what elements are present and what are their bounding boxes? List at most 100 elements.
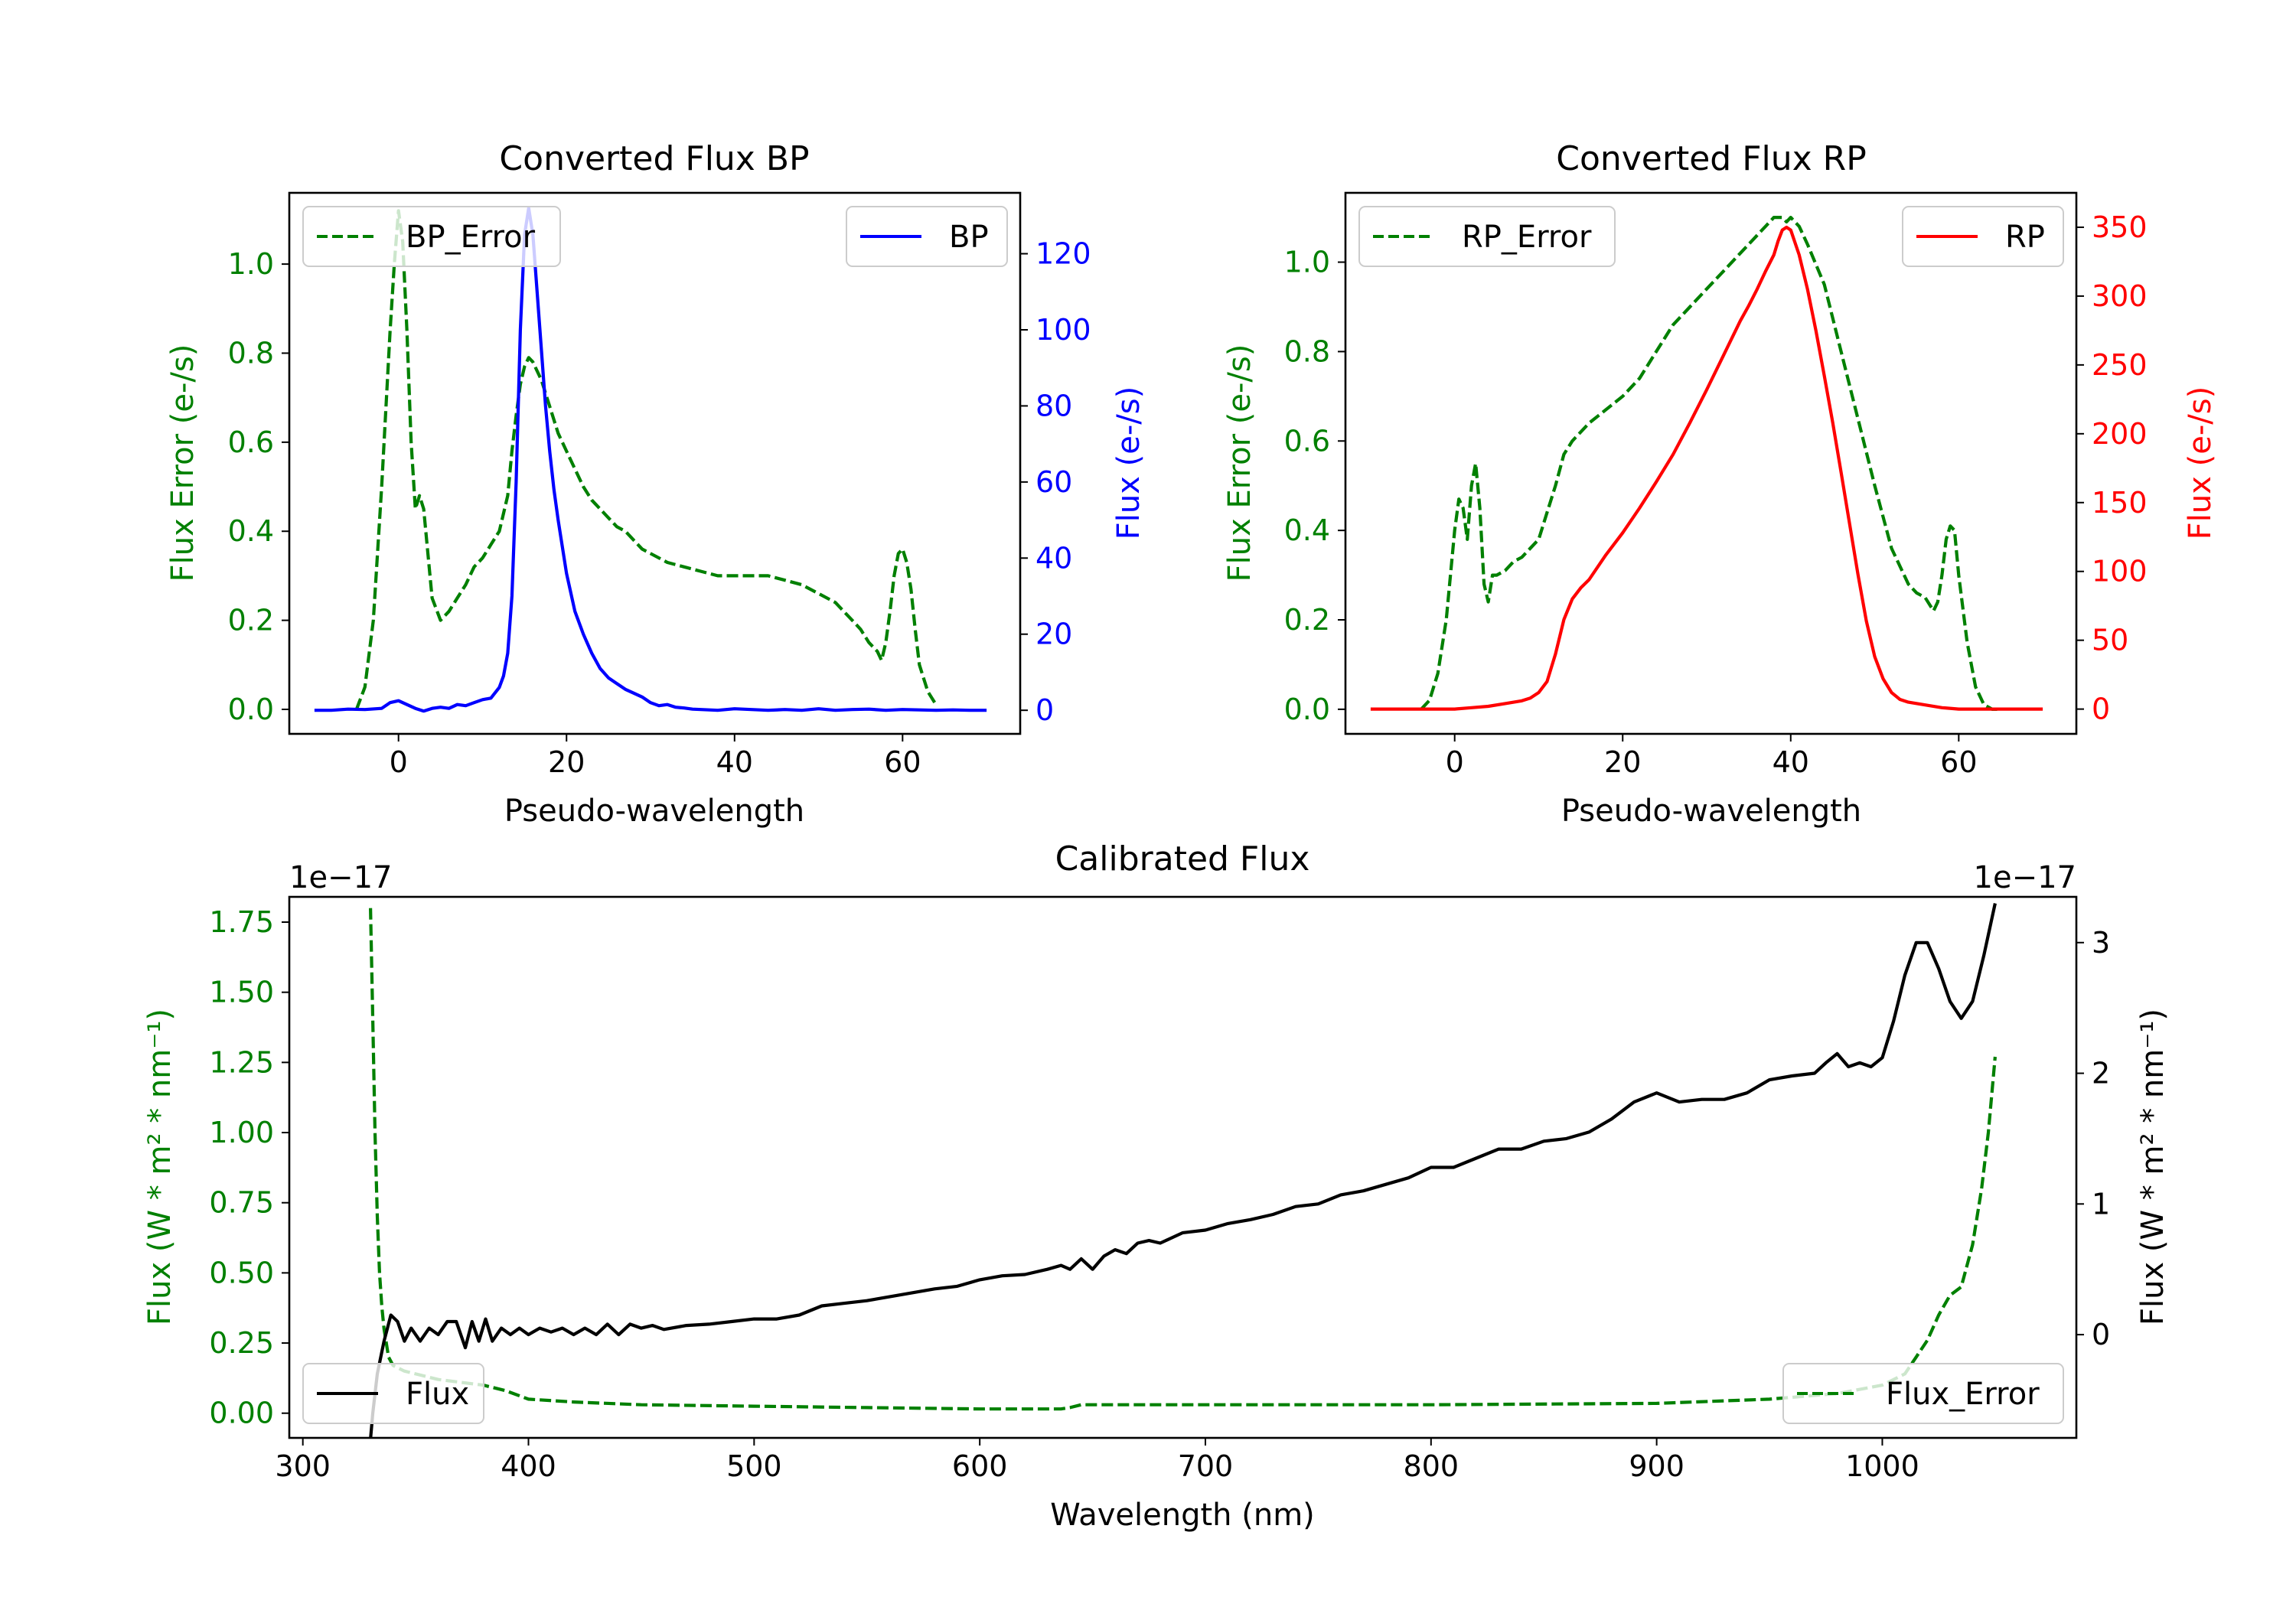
calibrated-x-tick-label: 500 bbox=[726, 1449, 782, 1483]
rp-y-left-tick-label: 0.6 bbox=[1284, 424, 1330, 458]
calibrated-series-error-line bbox=[369, 908, 1997, 1411]
calibrated-y-right-tick-label: 2 bbox=[2092, 1057, 2110, 1090]
bp-x-tick-label: 60 bbox=[884, 745, 921, 779]
calibrated-y-axis-label-right: Flux (W * m² * nm⁻¹) bbox=[2135, 1009, 2170, 1325]
rp-x-tick-label: 60 bbox=[1940, 745, 1977, 779]
calibrated-y-left-tick-label: 1.00 bbox=[209, 1116, 274, 1149]
rp-y-left-tick-label: 1.0 bbox=[1284, 246, 1330, 279]
calibrated-y-left-tick-label: 0.75 bbox=[209, 1186, 274, 1220]
calibrated-x-tick-label: 400 bbox=[501, 1449, 556, 1483]
rp-x-ticks: 0 20 40 60 bbox=[1446, 734, 1978, 779]
rp-legend-flux-label: RP bbox=[2005, 220, 2045, 255]
bp-y-ticks-right: 0 20 40 60 80 100 120 bbox=[1020, 237, 1091, 727]
bp-y-right-tick-label: 20 bbox=[1035, 618, 1072, 651]
rp-y-right-tick-label: 350 bbox=[2092, 210, 2148, 244]
rp-panel: Converted Flux RP 0 20 40 60 0.00.20.40.60.… bbox=[1222, 139, 2218, 829]
rp-x-tick-label: 20 bbox=[1604, 745, 1641, 779]
rp-y-axis-label-left: Flux Error (e-/s) bbox=[1222, 344, 1257, 582]
rp-x-axis-label: Pseudo-wavelength bbox=[1561, 794, 1861, 829]
bp-y-left-tick-label: 0.6 bbox=[228, 425, 274, 459]
rp-y-left-tick-label: 0.8 bbox=[1284, 334, 1330, 368]
calibrated-legend-flux-label: Flux bbox=[406, 1377, 469, 1412]
rp-y-right-tick-label: 200 bbox=[2092, 417, 2148, 451]
rp-series-error-line bbox=[1420, 216, 2001, 712]
calibrated-y-ticks-left: 0.00 0.25 0.50 0.75 1.00 1.25 1.50 1.75 bbox=[209, 905, 289, 1430]
rp-x-tick-label: 0 bbox=[1446, 745, 1464, 779]
calibrated-x-tick-label: 600 bbox=[952, 1449, 1008, 1483]
rp-y-right-tick-label: 100 bbox=[2092, 555, 2148, 588]
bp-y-right-tick-label: 0 bbox=[1035, 693, 1054, 727]
bp-x-tick-label: 0 bbox=[390, 745, 408, 779]
calibrated-x-tick-label: 1000 bbox=[1845, 1449, 1919, 1483]
rp-y-right-tick-label: 250 bbox=[2092, 348, 2148, 382]
calibrated-y-left-tick-label: 1.75 bbox=[209, 905, 274, 939]
bp-y-left-tick-label: 1.0 bbox=[228, 247, 274, 281]
bp-series-flux-line bbox=[314, 206, 987, 713]
bp-x-ticks: 0 20 40 60 bbox=[390, 734, 921, 779]
rp-legend-right: RP bbox=[1902, 206, 2064, 267]
rp-y-right-tick-label: 300 bbox=[2092, 279, 2148, 313]
calibrated-series-flux-line bbox=[369, 903, 1997, 1438]
calibrated-legend-right: Flux_Error bbox=[1782, 1363, 2064, 1424]
calibrated-offset-right: 1e−17 bbox=[1974, 860, 2076, 895]
calibrated-title: Calibrated Flux bbox=[1055, 839, 1310, 878]
bp-y-axis-label-right: Flux (e-/s) bbox=[1111, 386, 1146, 539]
bp-legend-right: BP bbox=[846, 206, 1008, 267]
rp-legend-error-label: RP_Error bbox=[1462, 220, 1592, 255]
rp-legend-left: RP_Error bbox=[1358, 206, 1616, 267]
bp-legend-flux-label: BP bbox=[949, 220, 989, 255]
calibrated-y-left-tick-label: 0.25 bbox=[209, 1326, 274, 1360]
rp-plot bbox=[1370, 216, 2043, 712]
calibrated-y-ticks-right: 0 1 2 3 bbox=[2076, 926, 2110, 1351]
bp-y-left-tick-label: 0.8 bbox=[228, 336, 274, 370]
bp-series-error-line bbox=[354, 209, 938, 710]
rp-axes-frame bbox=[1344, 191, 2078, 735]
rp-y-ticks-left: 0.0 0.2 0.4 0.6 0.8 1.0 bbox=[1284, 246, 1345, 726]
bp-y-right-tick-label: 120 bbox=[1035, 237, 1091, 271]
calibrated-y-right-tick-label: 3 bbox=[2092, 926, 2110, 960]
calibrated-y-left-tick-label: 1.50 bbox=[209, 976, 274, 1009]
calibrated-x-tick-label: 900 bbox=[1629, 1449, 1684, 1483]
bp-title: Converted Flux BP bbox=[499, 139, 809, 178]
bp-x-tick-label: 40 bbox=[716, 745, 753, 779]
bp-x-axis-label: Pseudo-wavelength bbox=[504, 794, 804, 829]
bp-y-right-tick-label: 60 bbox=[1035, 465, 1072, 499]
calibrated-axes-frame bbox=[288, 895, 2078, 1439]
rp-y-axis-label-right: Flux (e-/s) bbox=[2183, 386, 2218, 539]
rp-series-flux-line bbox=[1370, 225, 2043, 711]
bp-x-tick-label: 20 bbox=[548, 745, 585, 779]
bp-y-right-tick-label: 40 bbox=[1035, 541, 1072, 575]
bp-y-ticks-left: 0.0 0.2 0.4 0.6 0.8 1.0 bbox=[228, 247, 289, 726]
bp-y-left-tick-label: 0.4 bbox=[228, 514, 274, 548]
bp-plot bbox=[314, 206, 987, 713]
rp-title: Converted Flux RP bbox=[1556, 139, 1867, 178]
calibrated-x-tick-label: 800 bbox=[1404, 1449, 1459, 1483]
calibrated-x-tick-label: 300 bbox=[275, 1449, 331, 1483]
bp-y-left-tick-label: 0.2 bbox=[228, 604, 274, 637]
rp-y-left-tick-label: 0.0 bbox=[1284, 693, 1330, 726]
calibrated-y-axis-label-left: Flux (W * m² * nm⁻¹) bbox=[142, 1009, 178, 1325]
calibrated-y-right-tick-label: 0 bbox=[2092, 1318, 2110, 1351]
bp-legend-error-label: BP_Error bbox=[406, 220, 536, 255]
calibrated-y-left-tick-label: 1.25 bbox=[209, 1045, 274, 1079]
rp-y-right-tick-label: 150 bbox=[2092, 486, 2148, 520]
rp-y-right-tick-label: 0 bbox=[2092, 693, 2110, 726]
bp-y-right-tick-label: 80 bbox=[1035, 389, 1072, 422]
bp-y-axis-label-left: Flux Error (e-/s) bbox=[165, 344, 201, 582]
bp-y-right-tick-label: 100 bbox=[1035, 313, 1091, 347]
rp-y-right-tick-label: 50 bbox=[2092, 624, 2128, 657]
calibrated-legend-error-label: Flux_Error bbox=[1886, 1377, 2040, 1412]
calibrated-legend-left: Flux bbox=[302, 1363, 484, 1424]
calibrated-y-left-tick-label: 0.50 bbox=[209, 1256, 274, 1289]
calibrated-y-left-tick-label: 0.00 bbox=[209, 1397, 274, 1430]
bp-panel: Converted Flux BP 0 20 40 60 0.00.20.40.60.… bbox=[165, 139, 1146, 829]
calibrated-x-ticks: 300 400 500 600 700 800 900 1000 bbox=[275, 1438, 1919, 1483]
bp-axes-frame bbox=[288, 191, 1022, 735]
calibrated-x-axis-label: Wavelength (nm) bbox=[1050, 1498, 1315, 1533]
rp-y-left-tick-label: 0.2 bbox=[1284, 603, 1330, 637]
calibrated-x-tick-label: 700 bbox=[1178, 1449, 1234, 1483]
calibrated-panel: Calibrated Flux 1e−17 1e−17 300 400 500 600… bbox=[142, 839, 2170, 1533]
calibrated-offset-left: 1e−17 bbox=[289, 860, 392, 895]
calibrated-y-right-tick-label: 1 bbox=[2092, 1187, 2110, 1221]
